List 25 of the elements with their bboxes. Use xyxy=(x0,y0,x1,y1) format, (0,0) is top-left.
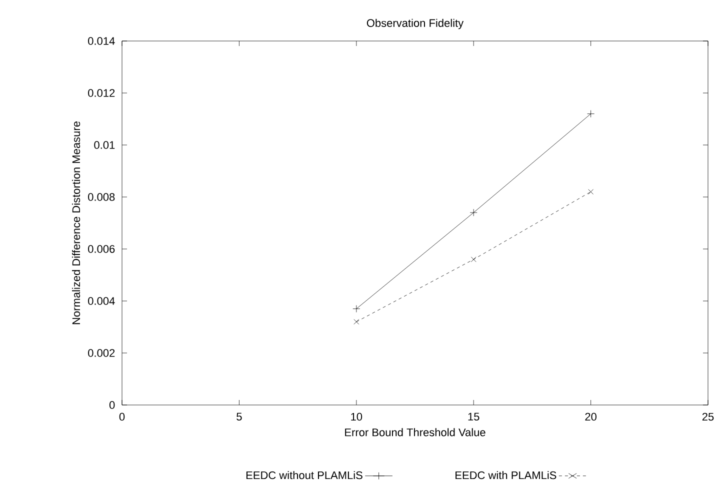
legend-label: EEDC with PLAMLiS xyxy=(456,471,556,480)
y-tick-label: 0.004 xyxy=(88,297,115,305)
x-tick-label: 5 xyxy=(236,412,242,421)
y-tick-label: 0.012 xyxy=(88,89,115,97)
point xyxy=(587,110,594,118)
point xyxy=(470,256,476,262)
point xyxy=(354,319,360,324)
x-tick-label: 25 xyxy=(702,412,714,421)
y-tick-label: 0.006 xyxy=(88,245,115,253)
y-tick-label: 0.002 xyxy=(88,349,115,357)
x-tick-label: 20 xyxy=(585,412,596,421)
legend-label: EEDC without PLAMLiS xyxy=(246,471,362,480)
x-tick-label: 0 xyxy=(119,412,125,421)
y-tick-label: 0 xyxy=(109,401,115,409)
x-tick-label: 10 xyxy=(351,412,362,421)
y-axis-title: Normalized Difference Distortion Measure xyxy=(72,122,80,324)
x-axis-title: Error Bound Threshold Value xyxy=(345,428,486,436)
x-tick-label: 15 xyxy=(468,412,480,421)
chart-title: Observation Fidelity xyxy=(366,18,464,30)
point xyxy=(588,189,594,194)
point xyxy=(352,305,360,312)
point xyxy=(470,208,478,216)
y-tick-label: 0.008 xyxy=(88,193,115,201)
y-tick-label: 0.01 xyxy=(94,141,115,149)
y-tick-label: 0.014 xyxy=(88,37,115,45)
